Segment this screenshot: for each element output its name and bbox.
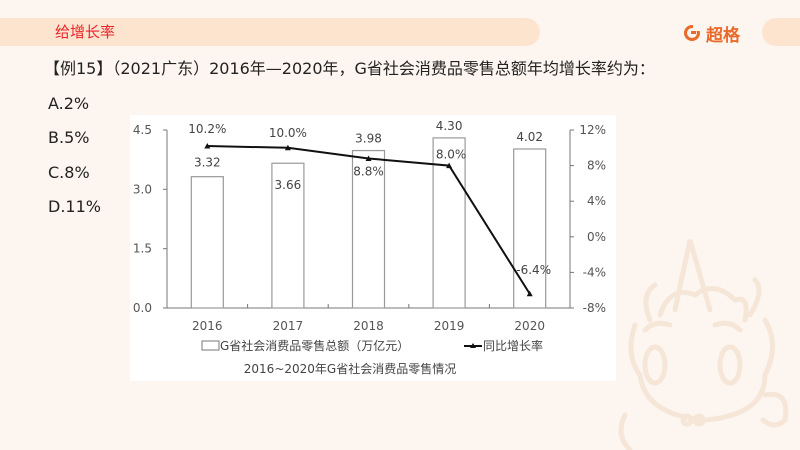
- chart-legend: G省社会消费品零售总额（万亿元） 同比增长率: [201, 338, 543, 353]
- line-value-label: 8.0%: [436, 148, 467, 162]
- section-title: 给增长率: [55, 23, 116, 41]
- left-axis-tick: 3.0: [133, 182, 152, 196]
- chart-title: 2016~2020年G省社会消费品零售情况: [244, 361, 456, 376]
- x-axis-label: 2017: [273, 319, 304, 333]
- line-series: [204, 143, 533, 297]
- brand-name: 超格: [706, 25, 740, 46]
- triangle-marker: [365, 155, 372, 161]
- x-axis-label: 2016: [192, 319, 223, 333]
- bar-value-label: 3.98: [355, 132, 382, 146]
- brand-logo: 超格: [684, 22, 740, 46]
- right-axis-tick: 8%: [587, 159, 606, 173]
- header-band: [0, 18, 540, 46]
- legend-line-label: 同比增长率: [483, 338, 543, 353]
- chart-axes: 0.0 1.5 3.0 4.5 -8% -4% 0% 4% 8% 12% 2016 2017 2018 2…: [133, 123, 606, 333]
- bar: [351, 149, 386, 309]
- bar-series: [190, 137, 547, 309]
- bar: [271, 162, 305, 309]
- bar-value-label: 4.02: [516, 130, 543, 144]
- bar: [190, 176, 224, 309]
- left-axis-tick: 1.5: [133, 242, 152, 256]
- legend-bar-swatch: [201, 340, 220, 351]
- bar-value-label: 4.30: [436, 119, 463, 133]
- brand-g-icon: [684, 25, 700, 41]
- header-band-right: [762, 18, 800, 46]
- bar-value-label: 3.66: [275, 178, 302, 192]
- option-b[interactable]: B.5%: [48, 128, 90, 147]
- question-text: 【例15】（2021广东）2016年—2020年，G省社会消费品零售总额年均增长…: [44, 59, 655, 78]
- left-axis-tick: 0.0: [133, 301, 152, 315]
- x-axis-label: 2020: [514, 319, 545, 333]
- right-axis-tick: 0%: [587, 230, 606, 244]
- line-value-label: 8.8%: [353, 164, 384, 178]
- legend-bar-label: G省社会消费品零售总额（万亿元）: [220, 338, 409, 353]
- line-value-label: 10.0%: [269, 126, 307, 140]
- option-a[interactable]: A.2%: [48, 94, 90, 113]
- triangle-marker: [446, 162, 453, 169]
- triangle-marker: [204, 143, 211, 149]
- line-value-label: 10.2%: [188, 122, 226, 136]
- right-axis-tick: -8%: [583, 301, 606, 315]
- option-d[interactable]: D.11%: [48, 197, 101, 216]
- x-axis-label: 2019: [434, 319, 465, 333]
- bar-value-label: 3.32: [194, 156, 221, 170]
- right-axis-tick: 4%: [587, 194, 606, 208]
- x-axis-label: 2018: [353, 319, 384, 333]
- triangle-marker: [284, 144, 291, 151]
- left-axis-tick: 4.5: [133, 123, 152, 137]
- triangle-marker: [526, 290, 533, 297]
- line-value-label: -6.4%: [516, 263, 551, 277]
- option-c[interactable]: C.8%: [48, 163, 90, 182]
- data-labels: 3.32 3.66 3.98 4.30 4.02 10.2% 10.0% 8.8% 8.0% -6…: [188, 119, 551, 277]
- right-axis-tick: 12%: [579, 123, 606, 137]
- bar: [513, 148, 547, 309]
- right-axis-tick: -4%: [583, 265, 606, 279]
- unicorn-mascot-watermark: [618, 239, 789, 450]
